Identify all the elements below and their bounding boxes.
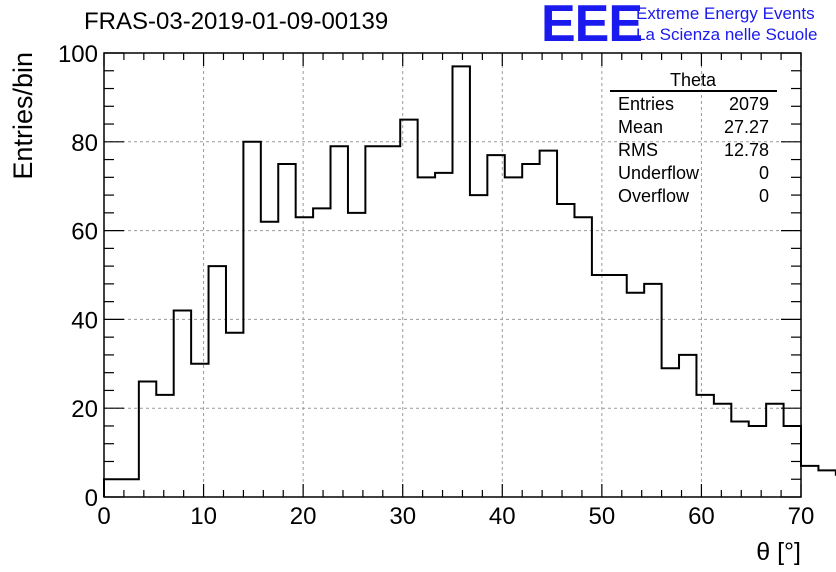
x-axis-title: θ [°] (756, 538, 801, 566)
stats-title: Theta (670, 70, 717, 90)
x-tick-label: 10 (190, 503, 217, 530)
stats-value: 12.78 (724, 140, 769, 160)
stats-label: Underflow (618, 163, 700, 183)
y-tick-label: 0 (85, 485, 98, 512)
logo-caption-line2: La Scienza nelle Scuole (636, 25, 818, 44)
x-tick-label: 40 (489, 503, 516, 530)
stats-rows: Entries 2079 Mean 27.27 RMS 12.78 Underflow 0 Ov… (618, 94, 769, 206)
stats-label: RMS (618, 140, 658, 160)
stats-label: Entries (618, 94, 674, 114)
eee-logo: EEE (541, 0, 643, 53)
stats-value: 27.27 (724, 117, 769, 137)
axis-ticks (103, 52, 802, 498)
x-tick-label: 70 (788, 503, 815, 530)
y-tick-label: 60 (71, 219, 98, 246)
x-tick-label: 50 (589, 503, 616, 530)
plot-frame (103, 52, 802, 498)
y-tick-label: 20 (71, 396, 98, 423)
y-tick-label: 100 (58, 41, 98, 68)
stats-value: 0 (759, 163, 769, 183)
y-axis-title: Entries/bin (8, 52, 38, 180)
plot-title: FRAS-03-2019-01-09-00139 (84, 8, 389, 35)
stats-value: 0 (759, 186, 769, 206)
logo-caption-line1: Extreme Energy Events (636, 4, 815, 23)
y-tick-label: 80 (71, 130, 98, 157)
stats-box: Theta Entries 2079 Mean 27.27 RMS 12.78 Underf… (610, 70, 777, 206)
x-tick-label: 0 (97, 503, 110, 530)
x-tick-label: 30 (389, 503, 416, 530)
stats-label: Overflow (618, 186, 690, 206)
tick-labels: 0 10 20 30 40 50 60 70 0 20 40 60 80 100 (58, 41, 814, 530)
stats-value: 2079 (729, 94, 769, 114)
stats-label: Mean (618, 117, 663, 137)
y-tick-label: 40 (71, 307, 98, 334)
x-tick-label: 20 (290, 503, 317, 530)
x-tick-label: 60 (688, 503, 715, 530)
